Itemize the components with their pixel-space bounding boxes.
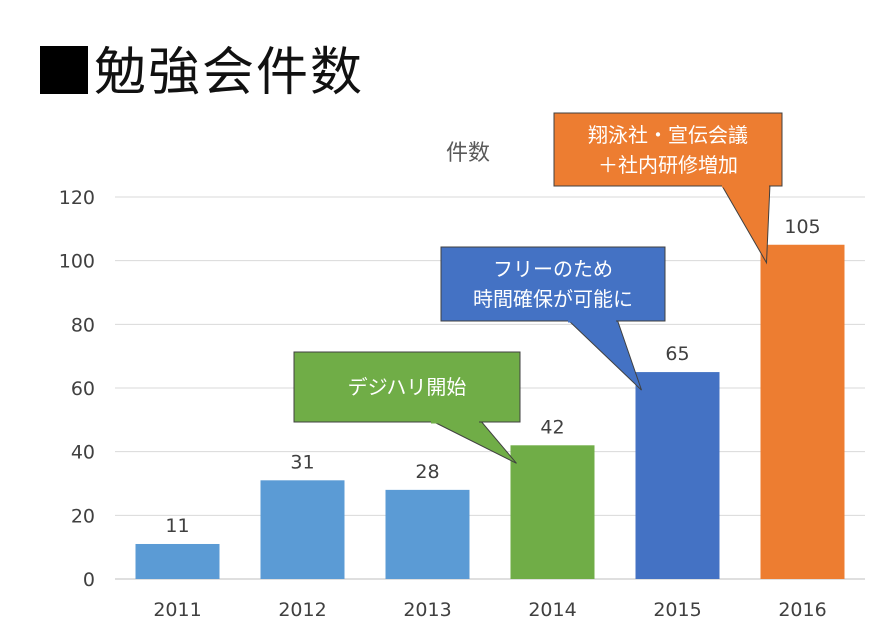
y-tick-label: 120 — [59, 187, 95, 209]
x-tick-label: 2015 — [653, 599, 701, 621]
x-tick-label: 2013 — [403, 599, 451, 621]
callout-text: デジハリ開始 — [294, 372, 520, 402]
bar-2016 — [760, 244, 845, 579]
callout-pointer — [720, 183, 771, 265]
x-axis: 2011 2012 2013 2014 2015 2016 — [153, 599, 826, 621]
bar-2012 — [260, 480, 345, 579]
slide-title-text: 勉強会件数 — [94, 43, 365, 103]
callout-seam — [722, 184, 769, 188]
data-label: 28 — [415, 461, 439, 483]
y-tick-label: 40 — [71, 442, 95, 464]
bar-2014 — [510, 445, 595, 579]
x-tick-label: 2012 — [278, 599, 326, 621]
callout-pointer — [429, 419, 517, 464]
callout-pointer — [565, 318, 642, 391]
callout-seam — [568, 319, 616, 323]
callout-box — [293, 351, 521, 423]
x-tick-label: 2016 — [778, 599, 826, 621]
y-tick-label: 0 — [83, 569, 95, 591]
y-tick-label: 100 — [59, 251, 95, 273]
data-label: 31 — [290, 451, 314, 473]
slide-title: 勉強会件数 — [40, 30, 364, 105]
bar-2011 — [135, 543, 220, 579]
chart-title: 件数 — [446, 141, 490, 166]
callout-text: 翔泳社・宣伝会議 ＋社内研修増加 — [554, 120, 782, 180]
callout-line: デジハリ開始 — [347, 375, 467, 399]
x-tick-label: 2014 — [528, 599, 576, 621]
y-tick-label: 60 — [71, 378, 95, 400]
data-label: 65 — [665, 343, 689, 365]
square-bullet-icon — [40, 46, 88, 94]
bar-2015 — [635, 372, 720, 579]
bar-2013 — [385, 489, 470, 579]
data-label: 11 — [165, 515, 189, 537]
y-tick-label: 80 — [71, 314, 95, 336]
y-tick-label: 20 — [71, 505, 95, 527]
callout-seam — [431, 420, 479, 424]
x-tick-label: 2011 — [153, 599, 201, 621]
callout-text: フリーのため 時間確保が可能に — [441, 254, 665, 314]
callouts — [293, 112, 783, 464]
callout-line: フリーのため — [493, 257, 613, 281]
callout-line: ＋社内研修増加 — [598, 152, 738, 177]
callout-line: 翔泳社・宣伝会議 — [588, 122, 748, 147]
callout-line: 時間確保が可能に — [473, 287, 633, 311]
callout-box — [553, 112, 783, 187]
data-label: 105 — [784, 216, 820, 238]
y-axis: 0 20 40 60 80 100 120 — [59, 187, 95, 591]
bars: 11 31 28 42 65 105 — [135, 216, 845, 579]
data-label: 42 — [540, 416, 564, 438]
callout-box — [440, 246, 666, 322]
